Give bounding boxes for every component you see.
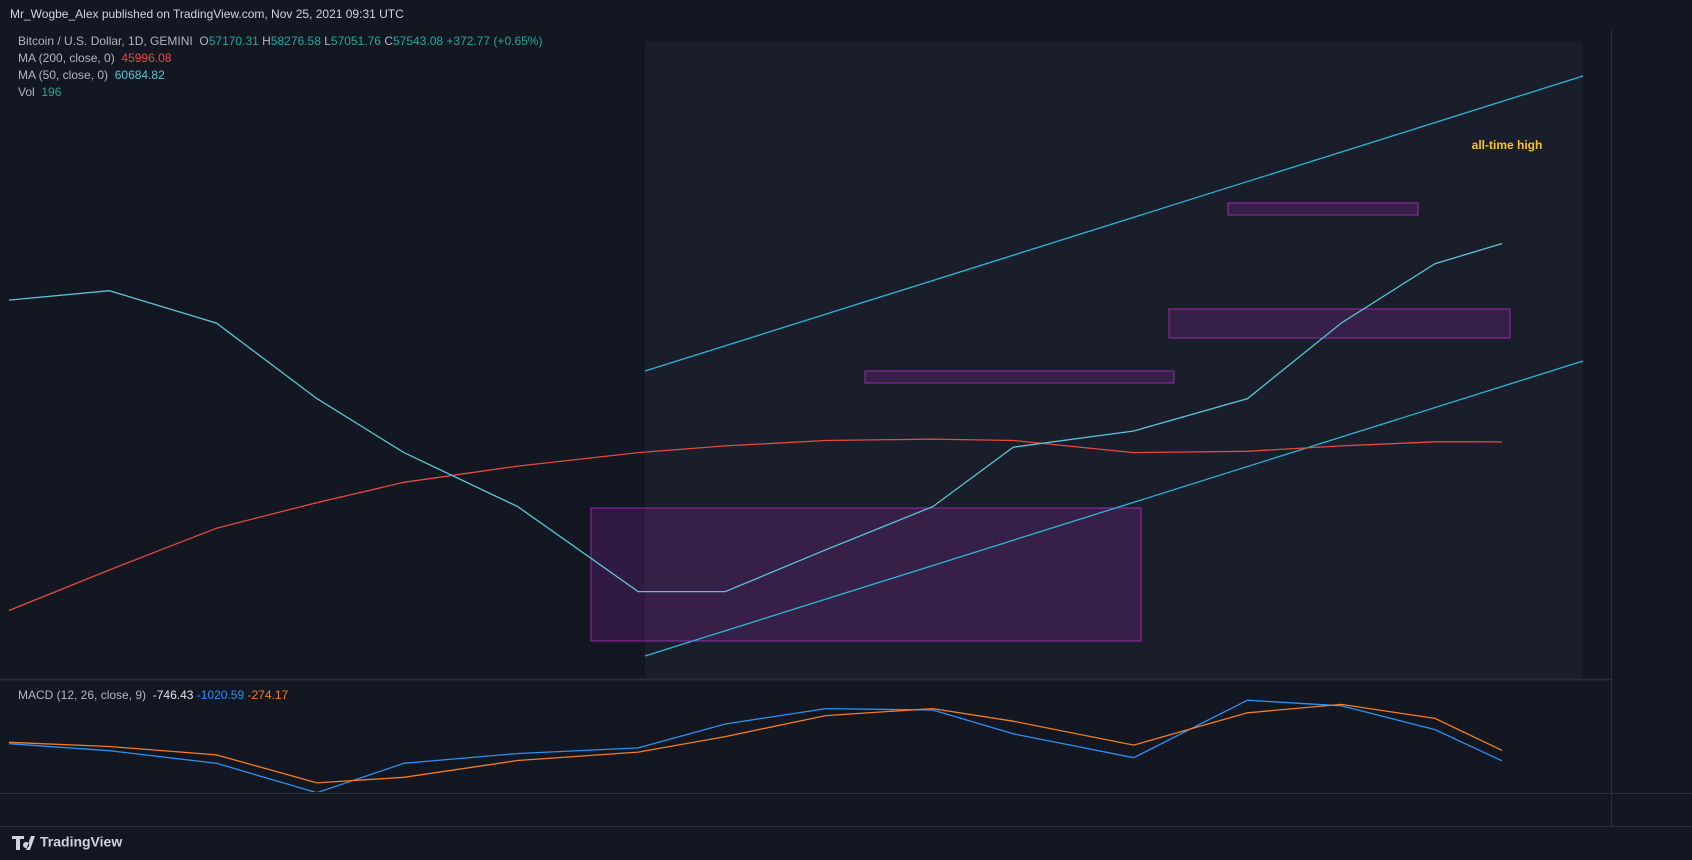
macd-line — [8, 699, 1503, 792]
channel-line — [644, 360, 1584, 657]
ma-line — [8, 438, 1502, 612]
ma-line — [8, 242, 1503, 593]
brand: TradingView — [40, 834, 122, 850]
ma-legend: MA (50, close, 0) 60684.82 — [18, 68, 165, 82]
macd-line — [8, 703, 1503, 784]
published-line: Mr_Wogbe_Alex published on TradingView.c… — [10, 7, 404, 21]
ma-value: 45996.08 — [121, 51, 172, 65]
annotation: all-time high — [1472, 138, 1543, 152]
change: +372.77 (+0.65%) — [446, 34, 543, 48]
zone-box — [864, 370, 1175, 384]
ohlc-letter: H — [262, 34, 271, 48]
symbol: Bitcoin / U.S. Dollar, 1D, GEMINI — [18, 34, 193, 48]
macd-lines — [8, 699, 1503, 792]
ohlc-value: 58276.58 — [270, 34, 321, 48]
ma-legend: MA (200, close, 0) 45996.08 — [18, 51, 171, 65]
macd-pane — [8, 699, 1503, 792]
macd-value: -274.17 — [247, 688, 289, 702]
ohlc-value: 57051.76 — [330, 34, 381, 48]
moving-averages — [8, 242, 1503, 612]
zone-box — [1227, 202, 1419, 216]
vol-legend: Vol 196 — [18, 85, 61, 99]
ma-value: 60684.82 — [114, 68, 165, 82]
ohlc-letter: L — [324, 34, 331, 48]
ohlc-letter: C — [384, 34, 393, 48]
symbol-legend: Bitcoin / U.S. Dollar, 1D, GEMINI O57170… — [18, 34, 542, 48]
ma-name: MA (200, close, 0) — [18, 51, 115, 65]
macd-value: -1020.59 — [196, 688, 245, 702]
vol-name: Vol — [18, 85, 35, 99]
channel-line — [644, 75, 1584, 372]
macd-title: MACD (12, 26, close, 9) — [18, 688, 147, 702]
ohlc-value: 57543.08 — [392, 34, 444, 48]
ma-name: MA (50, close, 0) — [18, 68, 109, 82]
macd-value: -746.43 — [152, 688, 194, 702]
zone-box — [1168, 308, 1511, 339]
vol-value: 196 — [41, 85, 62, 99]
brand-logo — [12, 836, 35, 850]
macd-legend: MACD (12, 26, close, 9) -746.43 -1020.59… — [18, 688, 288, 702]
published: Mr_Wogbe_Alex published on TradingView.c… — [10, 7, 404, 21]
zone-box — [590, 507, 1142, 642]
ohlc-letter: O — [199, 34, 209, 48]
ohlc-value: 57170.31 — [208, 34, 259, 48]
highlight-region — [645, 41, 1583, 678]
